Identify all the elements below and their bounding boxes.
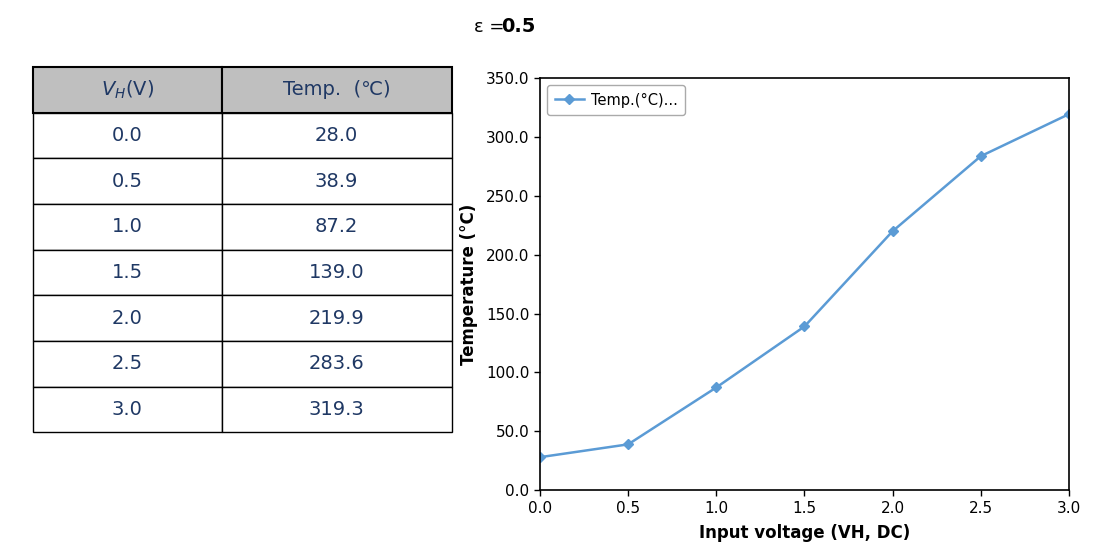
Temp.(°C)... [710,384,723,391]
Text: 3.0: 3.0 [111,400,143,419]
Text: ε =: ε = [474,18,510,36]
Text: Temp.  (℃): Temp. (℃) [283,80,390,99]
Bar [33,158,222,204]
Text: 1.5: 1.5 [111,263,143,282]
Line: Temp.(°C)...: Temp.(°C)... [537,111,1072,461]
Text: 1.0: 1.0 [111,217,143,236]
Bar [222,204,452,250]
Bar [33,387,222,432]
Legend: Temp.(°C)...: Temp.(°C)... [548,85,685,115]
Bar [222,113,452,158]
Bar [222,387,452,432]
Bar [33,341,222,387]
Bar [33,67,222,113]
X-axis label: Input voltage (VH, DC): Input voltage (VH, DC) [699,524,910,542]
Text: 0.5: 0.5 [501,17,536,36]
Bar [222,341,452,387]
Text: 38.9: 38.9 [315,172,358,190]
Bar [33,204,222,250]
Text: 0.0: 0.0 [112,126,142,145]
Bar [222,250,452,295]
Bar [222,295,452,341]
Text: 0.5: 0.5 [111,172,143,190]
Text: $V_H$(V): $V_H$(V) [100,79,154,101]
Bar [33,295,222,341]
Temp.(°C)... [974,153,987,159]
Temp.(°C)... [533,454,547,461]
Temp.(°C)... [1062,111,1076,118]
Text: 139.0: 139.0 [309,263,365,282]
Text: 2.0: 2.0 [111,309,143,328]
Text: 283.6: 283.6 [309,354,365,373]
Text: 2.5: 2.5 [111,354,143,373]
Bar [33,113,222,158]
Temp.(°C)... [886,228,899,234]
Text: 87.2: 87.2 [315,217,358,236]
Text: 28.0: 28.0 [315,126,358,145]
Temp.(°C)... [622,441,635,448]
Temp.(°C)... [798,323,811,330]
Bar [33,250,222,295]
Y-axis label: Temperature (°C): Temperature (°C) [460,203,478,365]
Bar [222,158,452,204]
Text: 319.3: 319.3 [309,400,365,419]
Bar [222,67,452,113]
Text: 219.9: 219.9 [309,309,365,328]
